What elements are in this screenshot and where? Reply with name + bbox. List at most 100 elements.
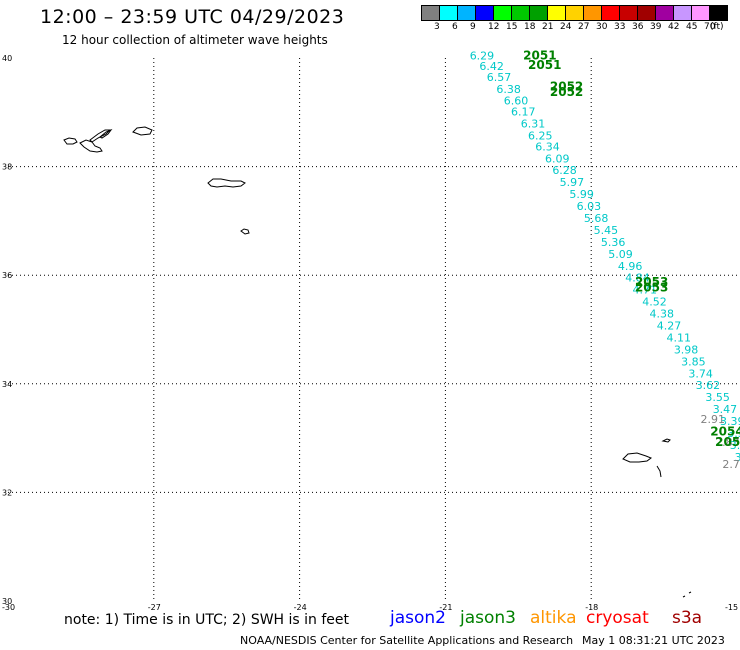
latitude-label: 30 xyxy=(2,597,12,606)
latitude-label: 32 xyxy=(2,488,12,497)
latitude-label: 40 xyxy=(2,54,12,63)
legend-label: 36 xyxy=(632,22,644,32)
wave-height-label: 6.09 xyxy=(545,152,570,165)
legend-label: 3 xyxy=(434,22,440,32)
island-madeira xyxy=(622,452,653,463)
orbit-number-label: 2051 xyxy=(528,58,561,72)
wave-height-label: 5.36 xyxy=(601,236,626,249)
footer-note: note: 1) Time is in UTC; 2) SWH is in fe… xyxy=(64,612,350,628)
island-selvagens xyxy=(682,591,692,598)
island-flores xyxy=(63,137,78,145)
wave-height-label: 2.91 xyxy=(701,413,726,426)
wave-height-label: 3.47 xyxy=(713,403,738,416)
orbit-number-label: 2051 xyxy=(523,49,556,63)
longitude-label: -15 xyxy=(725,603,738,612)
map-subtitle: 12 hour collection of altimeter wave hei… xyxy=(62,33,328,47)
wave-height-label: 5.68 xyxy=(584,212,609,225)
wave-height-label: 6.38 xyxy=(496,83,521,96)
coastlines xyxy=(63,126,692,598)
wave-height-label: 4.84 xyxy=(625,272,650,285)
island-smaria xyxy=(240,228,250,235)
island-faial xyxy=(79,139,103,153)
longitude-label: -30 xyxy=(2,603,15,612)
wave-height-label: 4.52 xyxy=(642,296,667,309)
legend-label: 39 xyxy=(650,22,662,32)
legend-label: 30 xyxy=(596,22,608,32)
legend-label: (ft) xyxy=(710,22,724,32)
wave-height-label: 3.31 xyxy=(727,427,740,440)
wave-height-label: 6.34 xyxy=(535,140,560,153)
longitude-label: -24 xyxy=(294,603,307,612)
wave-height-label: 6.29 xyxy=(470,50,495,63)
latitude-label: 36 xyxy=(2,271,12,280)
wave-height-label: 5.45 xyxy=(594,224,619,237)
map-title: 12:00 – 23:59 UTC 04/29/2023 xyxy=(40,6,345,28)
orbit-number-label: 2052 xyxy=(550,85,583,99)
wave-height-label: 6.42 xyxy=(479,60,504,73)
wave-height-label: 4.11 xyxy=(667,331,692,344)
satellite-name-altika: altika xyxy=(530,608,577,628)
island-pico xyxy=(89,129,112,143)
legend-label: 42 xyxy=(668,22,680,32)
island-smiguel xyxy=(207,178,246,188)
wave-height-label: 3.15 xyxy=(735,451,740,464)
latitude-label: 34 xyxy=(2,380,12,389)
wave-height-label: 6.03 xyxy=(577,200,602,213)
wave-height-label: 4.38 xyxy=(650,308,675,321)
color-legend xyxy=(421,5,728,21)
legend-label: 27 xyxy=(578,22,590,32)
wave-height-label: 5.97 xyxy=(560,176,585,189)
generated-timestamp: May 1 08:31:21 UTC 2023 xyxy=(582,634,725,647)
longitude-label: -27 xyxy=(148,603,161,612)
island-sjorge xyxy=(99,128,113,139)
wave-height-label: 4.71 xyxy=(633,284,658,297)
wave-height-label: 6.60 xyxy=(504,95,528,108)
wave-height-label: 3.85 xyxy=(681,355,706,368)
wave-height-label: 5.09 xyxy=(608,248,633,261)
longitude-label: -18 xyxy=(585,603,598,612)
legend-label: 21 xyxy=(542,22,554,32)
credit-line: NOAA/NESDIS Center for Satellite Applica… xyxy=(240,634,574,647)
island-portosanto xyxy=(661,438,671,443)
legend-label: 24 xyxy=(560,22,572,32)
longitude-label: -21 xyxy=(439,603,452,612)
wave-height-label: 3.39 xyxy=(720,415,740,428)
wave-height-label: 6.57 xyxy=(487,71,512,84)
legend-label: 6 xyxy=(452,22,458,32)
wave-height-label: 4.96 xyxy=(618,260,643,273)
legend-label: 18 xyxy=(524,22,536,32)
legend-label: 12 xyxy=(488,22,500,32)
wave-height-label: 3.98 xyxy=(674,343,699,356)
island-desertas xyxy=(656,465,662,478)
orbit-number-label: 2053 xyxy=(635,280,668,294)
wave-height-label: 6.31 xyxy=(521,118,546,131)
legend-label: 15 xyxy=(506,22,518,32)
satellite-track: 6.296.426.576.386.606.176.316.256.346.09… xyxy=(470,49,740,476)
orbit-number-label: 2053 xyxy=(635,275,668,289)
satellite-name-jason2: jason2 xyxy=(390,608,446,628)
wave-height-label: 6.28 xyxy=(552,164,577,177)
orbit-number-label: 2054 xyxy=(715,435,740,449)
wave-height-label: 6.25 xyxy=(528,129,553,142)
wave-height-label: 3.55 xyxy=(705,391,730,404)
wave-height-label: 3.23 xyxy=(730,439,740,452)
wave-height-label: 6.17 xyxy=(511,106,536,119)
orbit-number-label: 2054 xyxy=(710,424,740,438)
wave-height-label: 3.62 xyxy=(696,379,721,392)
legend-label: 70 xyxy=(704,22,716,32)
graticule: 40 38 36 34 32 30-30 -27 -24 -21 -18 -15 xyxy=(2,54,738,612)
legend-label: 9 xyxy=(470,22,476,32)
wave-height-label: 3.74 xyxy=(688,367,713,380)
latitude-label: 38 xyxy=(2,163,12,172)
legend-label: 45 xyxy=(686,22,698,32)
island-terceira xyxy=(132,126,153,136)
orbit-number-label: 2052 xyxy=(550,80,583,94)
legend-label: 33 xyxy=(614,22,626,32)
satellite-name-cryosat: cryosat xyxy=(586,608,649,628)
wave-height-label: 4.27 xyxy=(657,320,682,333)
satellite-name-s3a: s3a xyxy=(672,608,703,628)
satellite-name-jason3: jason3 xyxy=(460,608,516,628)
wave-height-label: 2.77 xyxy=(722,458,740,471)
wave-height-label: 5.99 xyxy=(569,188,594,201)
